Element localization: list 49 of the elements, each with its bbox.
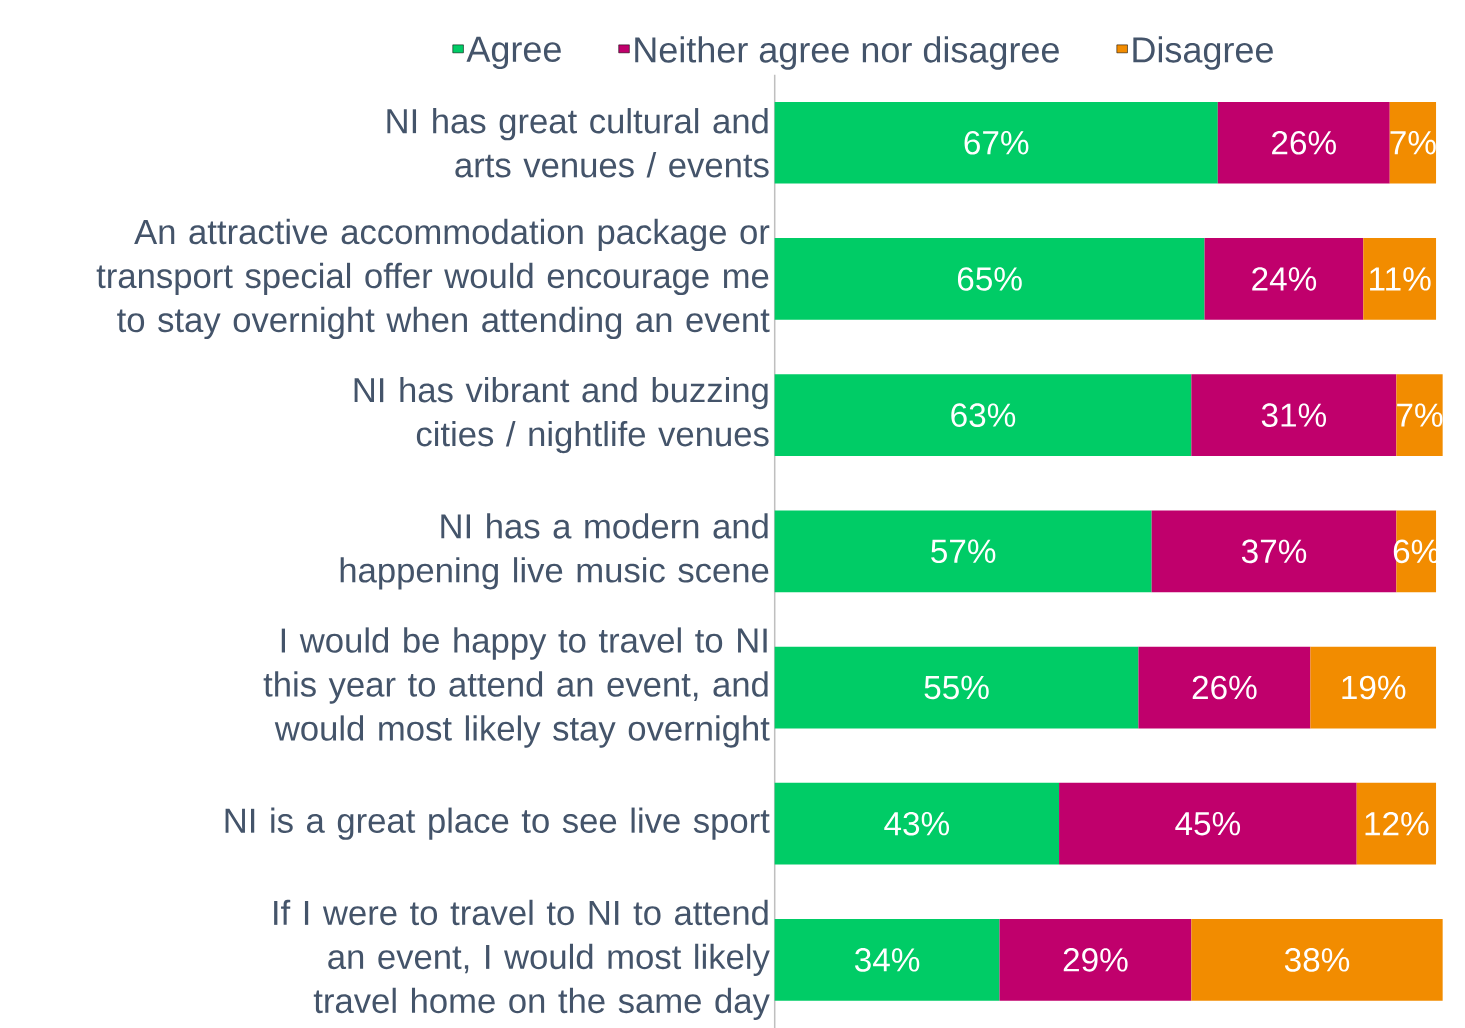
bar: [1396, 374, 1443, 456]
bar: [1217, 101, 1390, 184]
data-label: 24%: [1252, 267, 1317, 291]
bar: [774, 238, 1205, 320]
data-label: 26%: [1272, 130, 1336, 155]
data-label: 7%: [1397, 403, 1443, 427]
data-label: 63%: [951, 403, 1016, 427]
data-label: 45%: [1175, 811, 1241, 836]
y-tick-label: NI has great cultural and arts venues / events: [387, 108, 769, 178]
bar: [774, 782, 1060, 865]
data-label: 19%: [1342, 675, 1406, 700]
bar: [999, 919, 1192, 1001]
y-tick-label: NI is a great place to see live sport: [225, 807, 770, 840]
data-label: 67%: [964, 130, 1029, 155]
data-label: 12%: [1365, 811, 1429, 836]
bar: [1191, 374, 1397, 456]
y-tick-label: An attractive accommodation package or transport special offer would encourage me to stay overnight when attending an event: [96, 218, 770, 340]
bar: [774, 101, 1218, 184]
data-label: 57%: [931, 539, 996, 564]
data-label: 34%: [855, 948, 920, 972]
data-label: 38%: [1284, 948, 1350, 972]
bar: [1356, 782, 1437, 865]
bar: [1191, 919, 1443, 1001]
bar: [774, 374, 1192, 456]
y-tick-label: If I were to travel to NI to attend an event, I would most likely travel home on the same day: [274, 899, 770, 1021]
data-label: 26%: [1192, 675, 1257, 700]
data-label: 29%: [1063, 948, 1128, 972]
y-tick-label: NI has a modern and happening live music scene: [340, 513, 769, 590]
data-label: 7%: [1390, 131, 1436, 155]
y-tick-label: NI has vibrant and buzzing cities / nightlife venues: [354, 376, 769, 454]
bar: [1389, 101, 1437, 184]
bar: [774, 646, 1139, 729]
bar: [1204, 238, 1364, 320]
bar: [774, 510, 1152, 593]
bar: [1059, 782, 1357, 865]
data-label: 55%: [924, 675, 989, 700]
data-label: 37%: [1241, 539, 1307, 564]
y-tick-label: I would be happy to travel to NI this year to attend an event, and would most likely stay overnight: [263, 627, 770, 748]
data-label: 11%: [1370, 267, 1431, 291]
bar: [1138, 646, 1311, 729]
legend-label: Disagree: [1133, 36, 1273, 70]
legend-label: Neither agree nor disagree: [635, 36, 1059, 70]
legend-label: Agree: [466, 36, 561, 70]
data-label: 43%: [884, 811, 950, 836]
data-label: 31%: [1261, 403, 1327, 427]
bar: [1363, 238, 1437, 320]
data-label: 65%: [957, 267, 1022, 291]
bar: [1310, 646, 1437, 729]
bar: [774, 919, 1000, 1001]
